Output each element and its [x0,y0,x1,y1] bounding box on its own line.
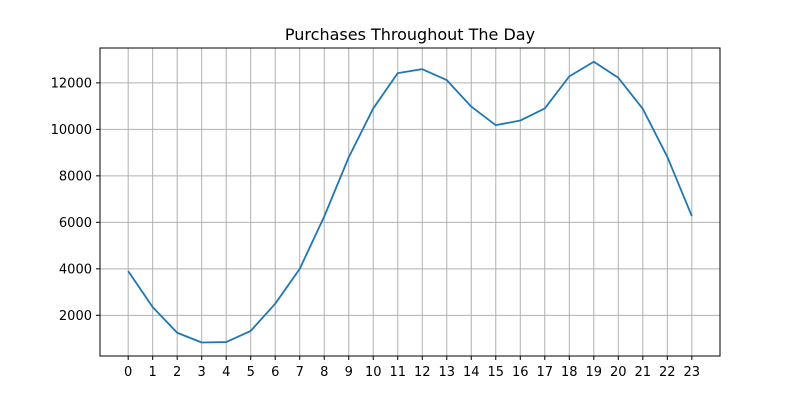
x-tick-label: 3 [198,365,206,380]
x-tick-label: 4 [222,365,230,380]
series-line [127,60,693,344]
series-layer [127,60,693,344]
x-tick-label: 11 [389,365,406,380]
x-tick-label: 1 [149,365,157,380]
x-tick-label: 16 [512,365,529,380]
x-tick-label: 13 [438,365,455,380]
x-tick-label: 10 [365,365,382,380]
x-tick-label: 2 [173,365,181,380]
x-tick-label: 12 [414,365,431,380]
x-tick-label: 9 [345,365,353,380]
y-tick-label: 10000 [51,123,92,138]
x-tick-label: 7 [296,365,304,380]
x-axis: 0 1 2 3 4 5 6 7 8 9 10 11 12 13 14 15 16 17 18 19 20 21 22 23 [124,356,700,380]
x-tick-label: 15 [487,365,504,380]
grid [100,48,720,356]
y-tick-label: 4000 [59,262,92,277]
x-tick-label: 8 [320,365,328,380]
x-tick-label: 22 [659,365,676,380]
x-tick-label: 6 [271,365,279,380]
y-tick-label: 8000 [59,169,92,184]
x-tick-label: 14 [463,365,480,380]
x-tick-label: 5 [247,365,255,380]
axes-frame [99,47,721,357]
x-tick-label: 19 [586,365,603,380]
y-tick-label: 2000 [59,309,92,324]
chart-title: Purchases Throughout The Day [285,25,535,44]
y-tick-label: 12000 [51,76,92,91]
y-tick-label: 6000 [59,216,92,231]
x-tick-label: 17 [537,365,554,380]
x-tick-label: 23 [684,365,701,380]
x-tick-label: 20 [610,365,627,380]
x-tick-label: 18 [561,365,578,380]
x-tick-label: 0 [124,365,132,380]
x-tick-label: 21 [635,365,652,380]
y-axis: 2000 4000 6000 8000 10000 12000 [51,76,100,324]
